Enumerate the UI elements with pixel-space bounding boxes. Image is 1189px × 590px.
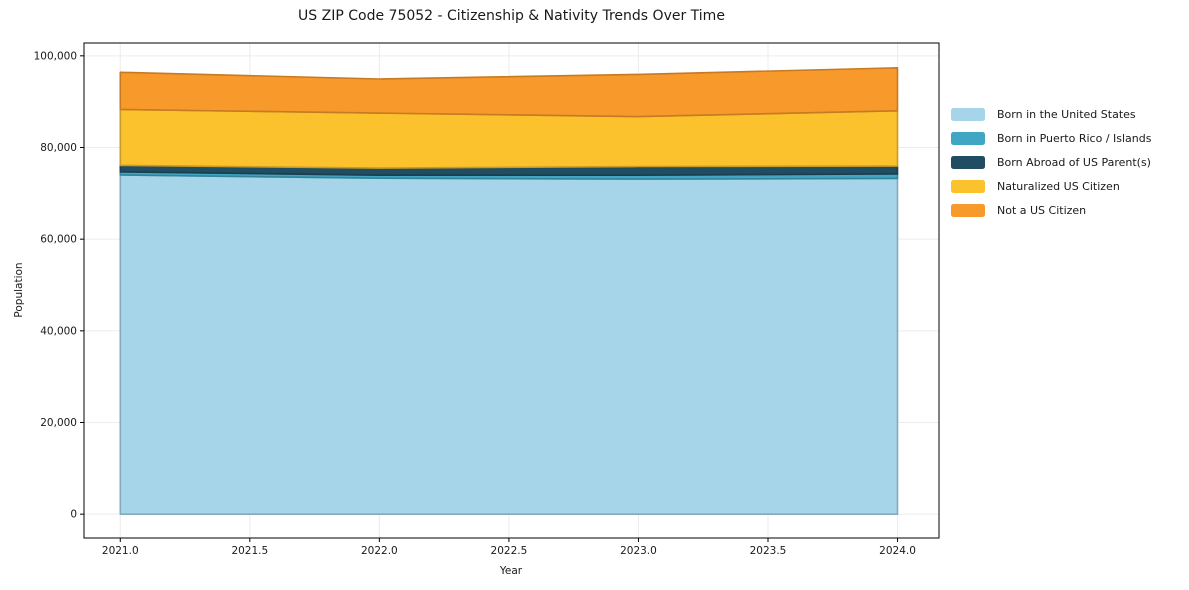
area-Naturalized US Citizen <box>119 108 899 169</box>
x-tick-label: 2023.0 <box>620 545 657 557</box>
legend-label: Born Abroad of US Parent(s) <box>997 155 1151 169</box>
chart-title: US ZIP Code 75052 - Citizenship & Nativi… <box>298 8 725 24</box>
tick-marks <box>80 55 899 542</box>
legend-label: Born in the United States <box>997 107 1136 121</box>
legend: Born in the United States Born in Puerto … <box>951 102 1151 222</box>
legend-swatch <box>951 107 985 121</box>
y-tick-label: 100,000 <box>34 50 77 62</box>
axes-frame <box>83 42 940 539</box>
x-tick-label: 2022.0 <box>361 545 398 557</box>
y-tick-label: 60,000 <box>40 234 77 246</box>
x-tick-label: 2021.5 <box>231 545 268 557</box>
area-Not a US Citizen <box>119 67 899 118</box>
y-tick-label: 80,000 <box>40 142 77 154</box>
x-axis-label: Year <box>499 565 523 577</box>
legend-item: Born in the United States <box>951 102 1151 126</box>
legend-swatch <box>951 179 985 193</box>
x-tick-label: 2022.5 <box>491 545 528 557</box>
y-tick-label: 40,000 <box>40 325 77 337</box>
tick-labels: 2021.0 2021.5 2022.0 2022.5 2023.0 2023.5 2024… <box>34 50 916 557</box>
legend-label: Not a US Citizen <box>997 203 1087 217</box>
legend-label: Born in Puerto Rico / Islands <box>997 131 1152 145</box>
legend-swatch <box>951 203 985 217</box>
x-tick-label: 2024.0 <box>879 545 916 557</box>
legend-item: Not a US Citizen <box>951 198 1151 222</box>
legend-swatch <box>951 131 985 145</box>
legend-item: Born Abroad of US Parent(s) <box>951 150 1151 174</box>
area-Born in the United States <box>119 174 899 515</box>
legend-item: Naturalized US Citizen <box>951 174 1151 198</box>
x-tick-label: 2023.5 <box>750 545 787 557</box>
y-axis-label: Population <box>13 262 25 317</box>
x-tick-label: 2021.0 <box>102 545 139 557</box>
area-series <box>119 67 899 515</box>
legend-label: Naturalized US Citizen <box>997 179 1120 193</box>
y-tick-label: 20,000 <box>40 417 77 429</box>
legend-item: Born in Puerto Rico / Islands <box>951 126 1151 150</box>
legend-swatch <box>951 155 985 169</box>
y-tick-label: 0 <box>70 509 77 521</box>
